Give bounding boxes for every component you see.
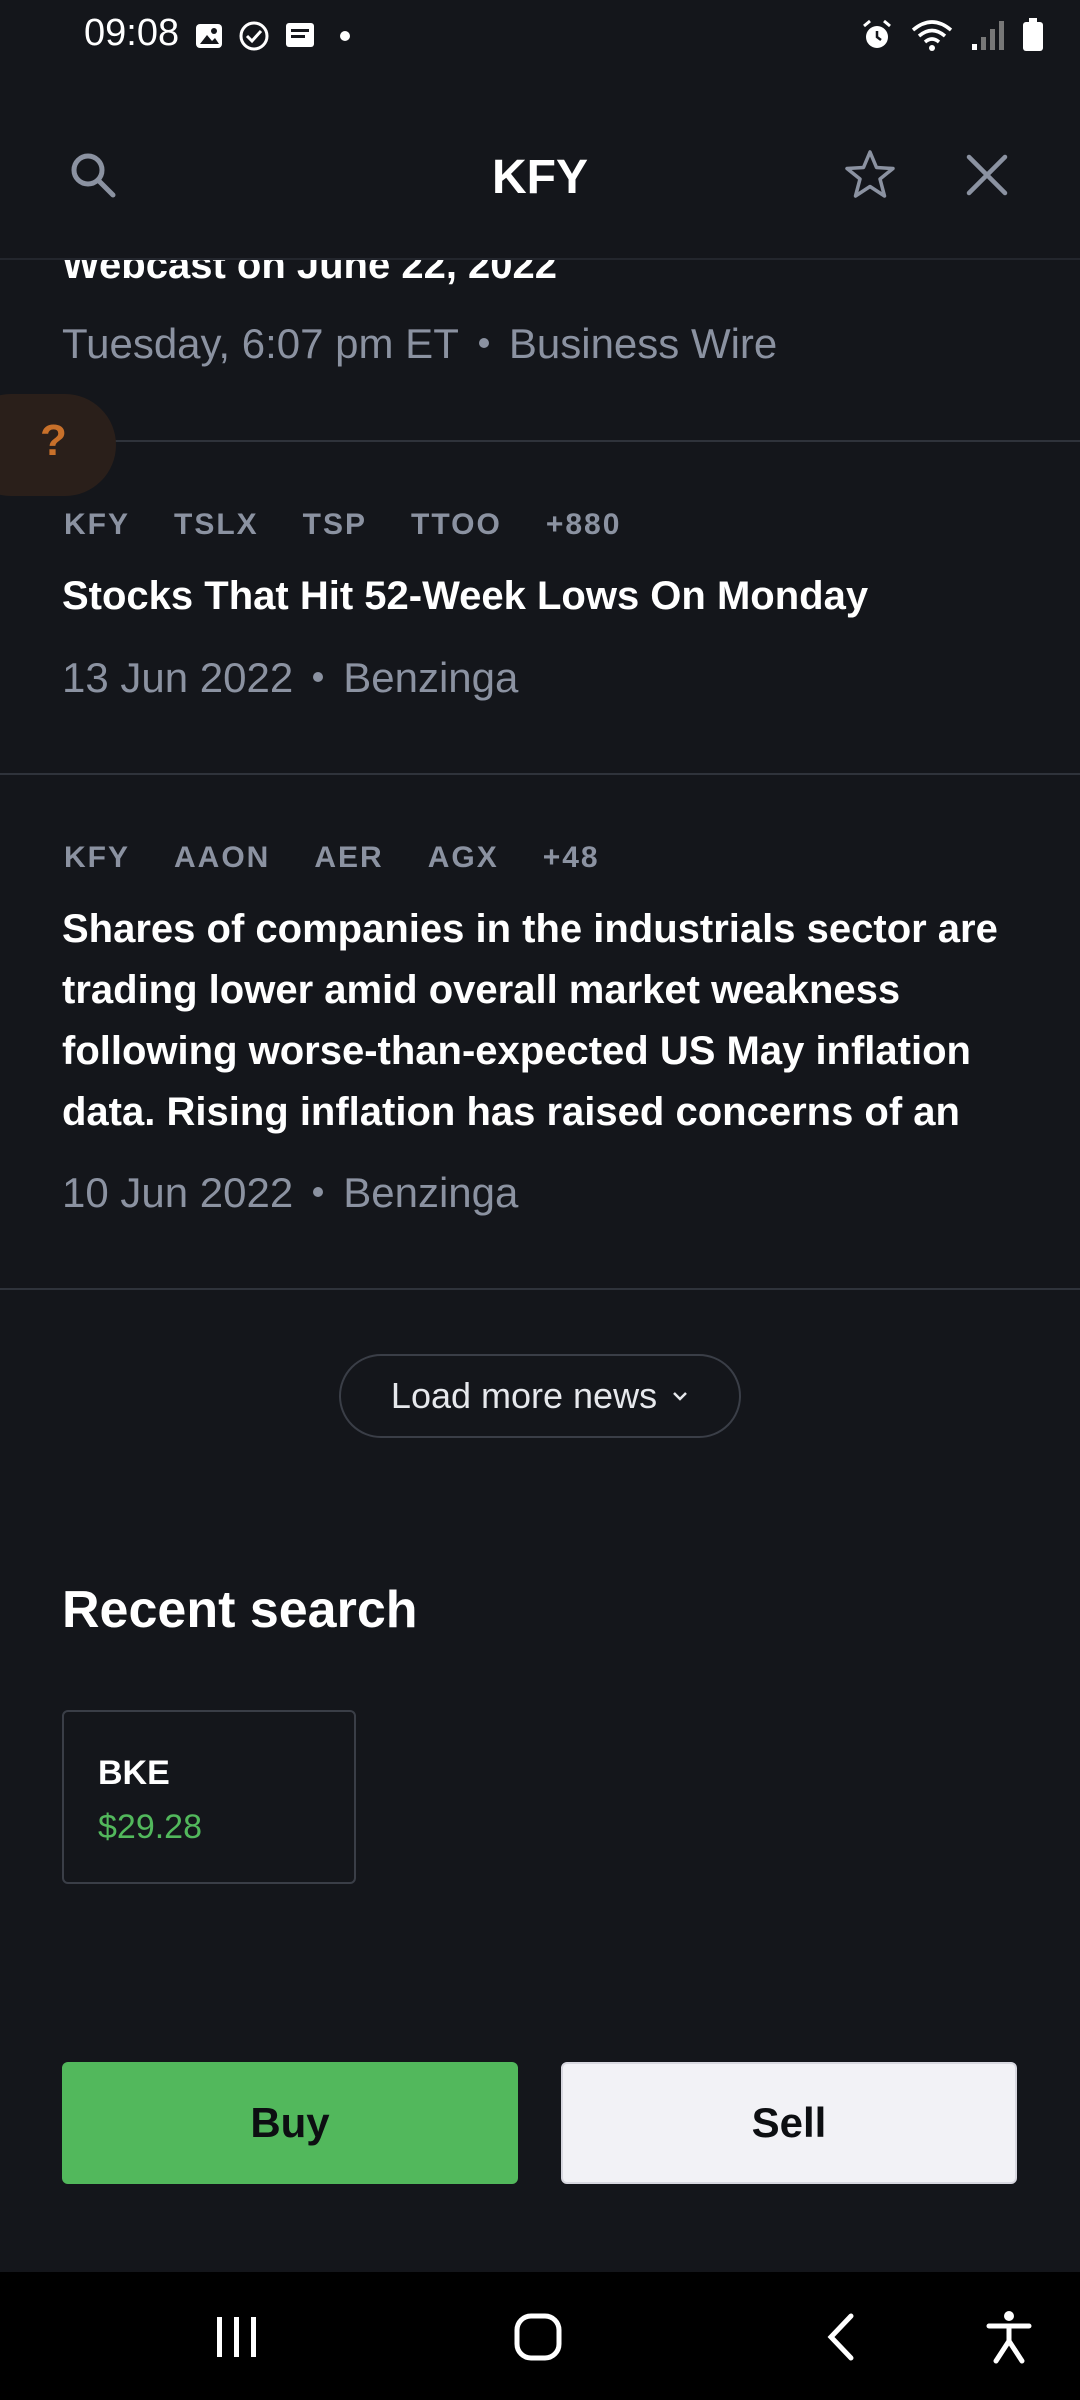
recent-apps-button[interactable] <box>202 2302 272 2372</box>
load-more-label: Load more news <box>390 1375 658 1416</box>
ticker-tag[interactable]: AER <box>314 841 384 874</box>
dot-icon <box>340 31 350 41</box>
status-notifications <box>194 20 360 52</box>
accessibility-button[interactable] <box>974 2302 1044 2372</box>
ticker-tag[interactable]: TSP <box>302 508 368 541</box>
sell-button[interactable]: Sell <box>561 2062 1017 2184</box>
news-meta: 13 Jun 2022 Benzinga <box>62 654 518 702</box>
back-button[interactable] <box>806 2302 876 2372</box>
news-source: Benzinga <box>343 1169 519 1216</box>
ticker-tag[interactable]: KFY <box>64 841 130 874</box>
news-date: 10 Jun 2022 <box>62 1169 294 1216</box>
buy-button[interactable]: Buy <box>62 2062 518 2184</box>
ticker-tag[interactable]: KFY <box>64 508 130 541</box>
star-icon <box>845 150 895 198</box>
ticker-more[interactable]: +880 <box>545 508 622 541</box>
chevron-down-icon <box>673 1392 687 1401</box>
news-source: Business Wire <box>508 320 778 367</box>
system-nav-bar <box>0 2272 1080 2400</box>
wifi-icon <box>911 20 953 51</box>
news-date: Tuesday, 6:07 pm ET <box>62 320 459 367</box>
app-header: KFY <box>0 80 1080 260</box>
separator-dot <box>313 671 324 682</box>
favorite-button[interactable] <box>835 140 905 210</box>
ticker-more[interactable]: +48 <box>542 841 600 874</box>
news-source: Benzinga <box>343 654 519 701</box>
recent-search-card[interactable]: BKE $29.28 <box>62 1710 356 1884</box>
help-label: ? <box>40 416 67 465</box>
battery-icon <box>1023 18 1043 51</box>
search-icon <box>71 153 116 198</box>
news-meta: Tuesday, 6:07 pm ET Business Wire <box>62 320 777 368</box>
signal-icon <box>972 21 1004 50</box>
close-icon <box>966 154 1008 196</box>
status-system <box>860 18 1044 52</box>
message-icon <box>286 23 314 47</box>
ticker-tag[interactable]: AAON <box>174 841 271 874</box>
ticker-tag[interactable]: AGX <box>427 841 499 874</box>
news-item[interactable]: KFY TSLX TSP TTOO +880 Stocks That Hit 5… <box>0 442 1080 775</box>
image-icon <box>196 24 222 48</box>
news-item[interactable]: KFY AAON AER AGX +48 Shares of companies… <box>0 775 1080 1290</box>
news-title: Shares of companies in the industrials s… <box>62 907 998 1134</box>
recent-search-title: Recent search <box>62 1581 418 1639</box>
status-bar: 09:08 <box>0 0 1080 80</box>
ticker-list: KFY TSLX TSP TTOO +880 <box>64 508 621 542</box>
ticker-list: KFY AAON AER AGX +48 <box>64 841 600 875</box>
ticker-tag[interactable]: TTOO <box>411 508 502 541</box>
news-date: 13 Jun 2022 <box>62 654 294 701</box>
recent-price: $29.28 <box>98 1808 202 1846</box>
status-time: 09:08 <box>84 12 180 54</box>
help-button[interactable]: ? <box>0 394 116 496</box>
alarm-icon <box>863 19 891 48</box>
recent-apps-icon <box>217 2317 256 2357</box>
recent-symbol: BKE <box>98 1754 170 1792</box>
separator-dot <box>313 1186 324 1197</box>
search-button[interactable] <box>58 140 128 210</box>
accessibility-icon <box>986 2311 1032 2364</box>
back-icon <box>827 2313 854 2361</box>
page-title: KFY <box>492 151 588 204</box>
separator-dot <box>478 337 489 348</box>
news-title: Stocks That Hit 52-Week Lows On Monday <box>62 574 869 618</box>
news-meta: 10 Jun 2022 Benzinga <box>62 1169 518 1217</box>
close-button[interactable] <box>952 140 1022 210</box>
home-icon <box>514 2313 562 2361</box>
ticker-tag[interactable]: TSLX <box>174 508 259 541</box>
load-more-news-button[interactable]: Load more news <box>339 1354 741 1438</box>
check-circle-icon <box>239 21 269 51</box>
home-button[interactable] <box>503 2302 573 2372</box>
